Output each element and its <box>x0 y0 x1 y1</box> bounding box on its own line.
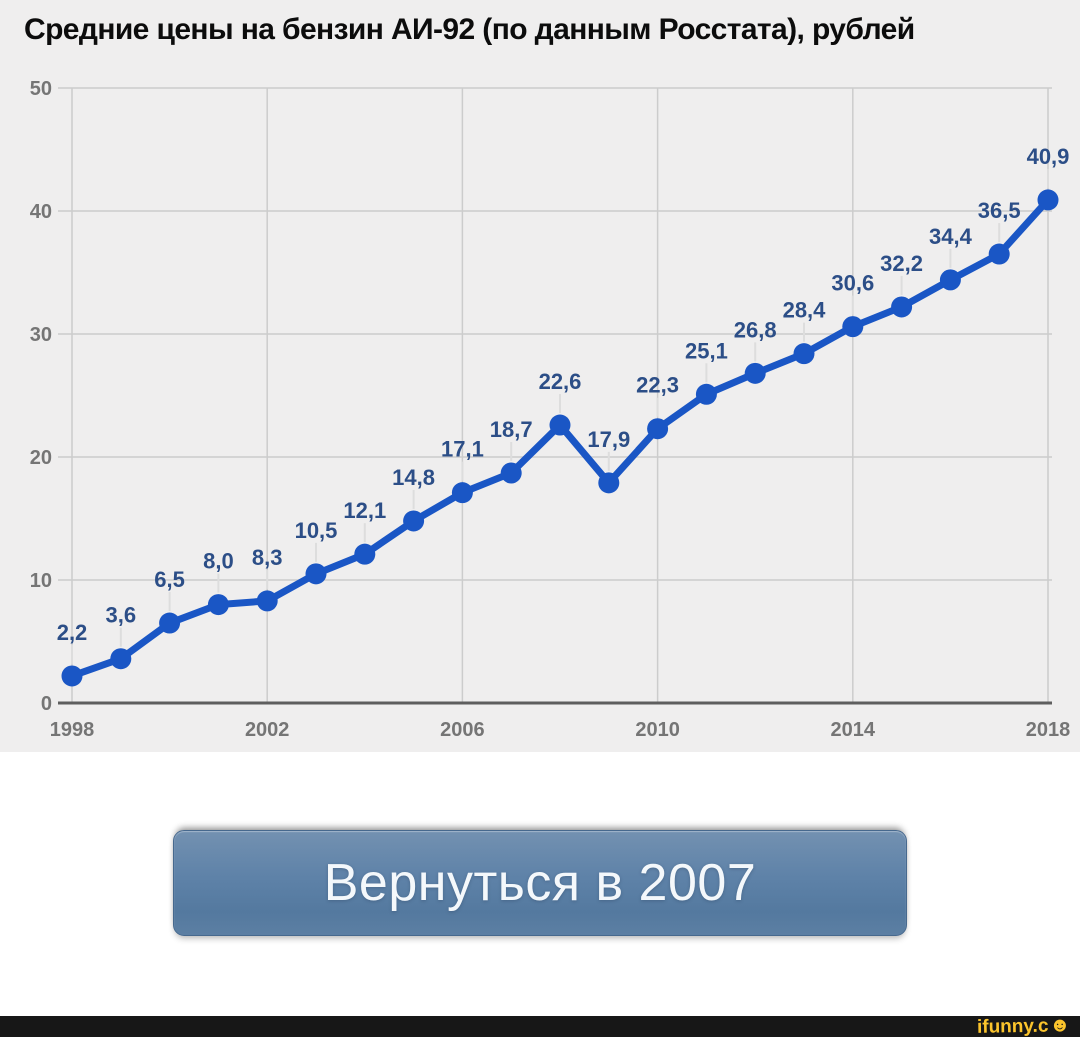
x-axis-tick-label: 2006 <box>440 719 485 741</box>
x-axis-tick-label: 2018 <box>1026 719 1071 741</box>
data-point <box>988 243 1010 265</box>
y-axis-tick-label: 10 <box>30 570 52 592</box>
data-point <box>451 482 473 504</box>
ifunny-watermark-text: ifunny.c <box>976 1015 1049 1037</box>
data-point-label: 6,5 <box>154 567 185 592</box>
smiley-icon: ☻ <box>1048 1014 1071 1037</box>
data-point-label: 8,0 <box>203 549 234 574</box>
data-point-label: 26,8 <box>734 317 777 342</box>
data-point <box>744 362 766 384</box>
data-point <box>61 665 83 687</box>
data-point-label: 18,7 <box>490 417 533 442</box>
data-point <box>403 510 425 532</box>
data-point <box>891 296 913 318</box>
data-point-label: 17,1 <box>441 437 484 462</box>
y-axis-tick-label: 50 <box>30 78 52 100</box>
data-point <box>695 383 717 405</box>
data-point-label: 10,5 <box>295 518 338 543</box>
data-point <box>939 269 961 291</box>
data-point <box>1037 189 1059 211</box>
data-point-label: 22,3 <box>636 373 679 398</box>
data-point-label: 22,6 <box>539 369 582 394</box>
data-point-label: 28,4 <box>783 298 827 323</box>
data-point-label: 34,4 <box>929 224 973 249</box>
data-point-label: 8,3 <box>252 545 283 570</box>
data-point <box>793 343 815 365</box>
ifunny-watermark: ifunny.c ☻ <box>976 1014 1071 1037</box>
meme-button-section: Вернуться в 2007 <box>0 752 1080 1016</box>
data-point <box>110 648 132 670</box>
data-point <box>647 418 669 440</box>
return-to-2007-button[interactable]: Вернуться в 2007 <box>173 830 907 936</box>
data-point <box>549 414 571 436</box>
data-point-label: 40,9 <box>1027 144 1070 169</box>
y-axis-tick-label: 40 <box>30 201 52 223</box>
data-point <box>598 472 620 494</box>
data-point-label: 2,2 <box>57 620 88 645</box>
chart-title: Средние цены на бензин АИ-92 (по данным … <box>24 13 915 46</box>
data-point <box>354 543 376 565</box>
y-axis-tick-label: 30 <box>30 324 52 346</box>
x-axis-tick-label: 2002 <box>245 719 290 741</box>
data-point <box>256 590 278 612</box>
y-axis-tick-label: 20 <box>30 447 52 469</box>
data-point <box>842 316 864 338</box>
price-chart: 0 10 20 30 40 50 1998 2002 2006 2010 2014 2018 2,2 3,… <box>30 78 1071 741</box>
x-axis-tick-label: 1998 <box>50 719 95 741</box>
data-point-label: 25,1 <box>685 338 728 363</box>
x-axis-tick-label: 2010 <box>635 719 680 741</box>
data-point <box>305 563 327 585</box>
data-point-label: 32,2 <box>880 251 923 276</box>
data-point-label: 17,9 <box>587 427 630 452</box>
data-point-label: 12,1 <box>343 498 386 523</box>
data-point-label: 30,6 <box>831 271 874 296</box>
data-point-label: 14,8 <box>392 465 435 490</box>
chart-panel: Средние цены на бензин АИ-92 (по данным … <box>0 0 1080 752</box>
data-point <box>207 594 229 616</box>
y-axis-tick-label: 0 <box>41 693 52 715</box>
data-point-label: 3,6 <box>106 603 137 628</box>
x-axis-tick-label: 2014 <box>831 719 876 741</box>
data-point-label: 36,5 <box>978 198 1021 223</box>
data-point <box>500 462 522 484</box>
data-point <box>159 612 181 634</box>
watermark-bar: ifunny.c ☻ <box>0 1014 1080 1037</box>
